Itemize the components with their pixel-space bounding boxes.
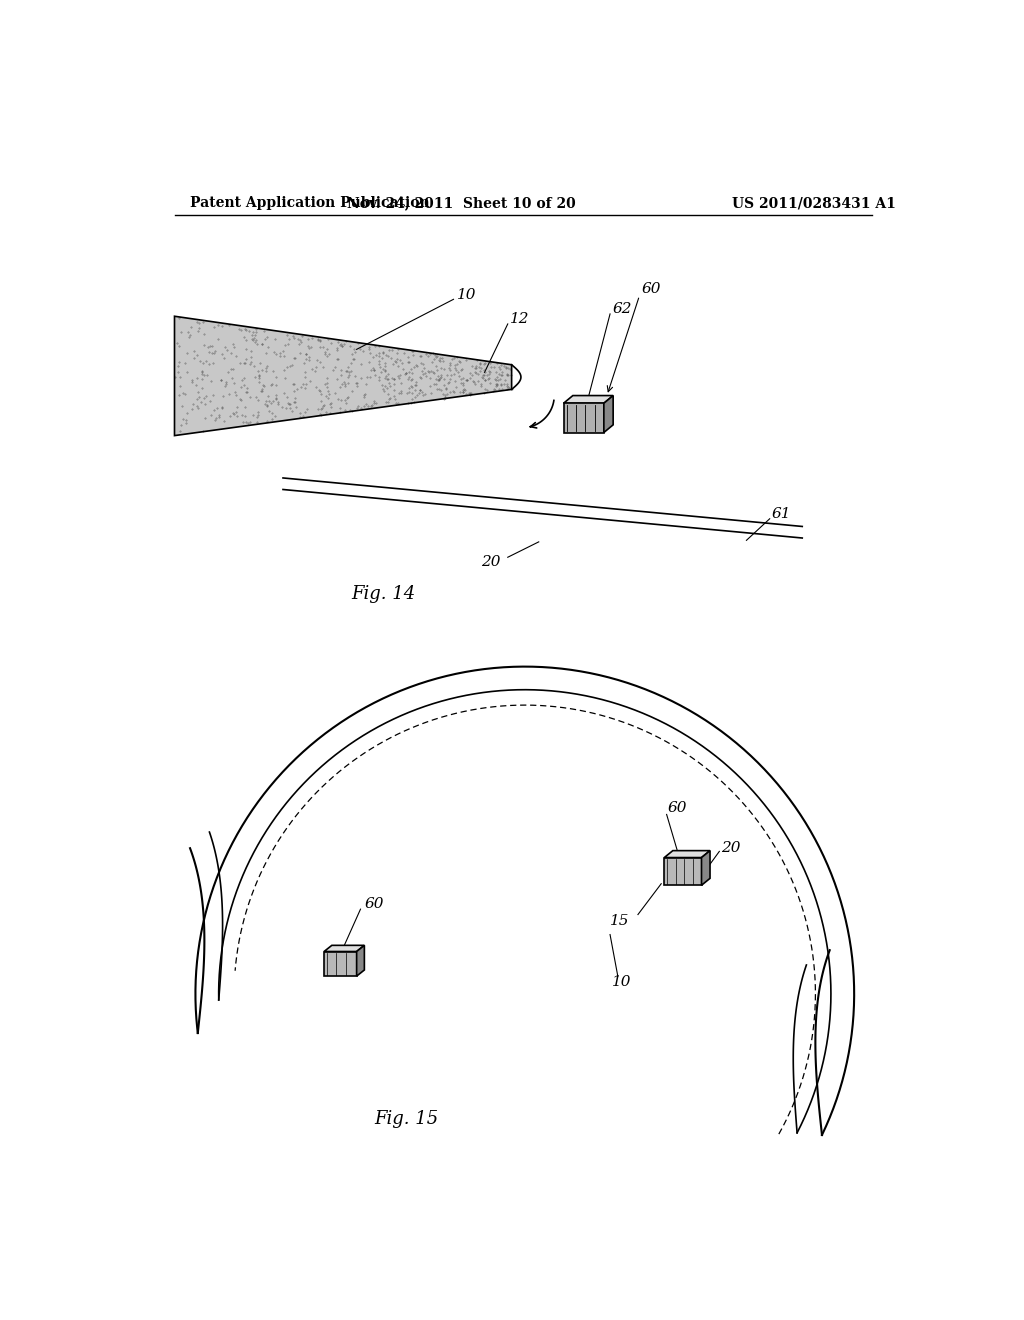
- Polygon shape: [665, 858, 701, 886]
- Text: US 2011/0283431 A1: US 2011/0283431 A1: [732, 197, 896, 210]
- Text: 60: 60: [668, 801, 687, 816]
- Text: 10: 10: [612, 975, 632, 989]
- Polygon shape: [604, 396, 613, 433]
- Text: Patent Application Publication: Patent Application Publication: [190, 197, 430, 210]
- Text: 61: 61: [771, 507, 791, 521]
- Polygon shape: [174, 317, 512, 436]
- Text: Fig. 15: Fig. 15: [375, 1110, 438, 1129]
- Polygon shape: [563, 404, 604, 433]
- Text: 62: 62: [612, 301, 632, 315]
- Polygon shape: [356, 945, 365, 977]
- Polygon shape: [324, 945, 365, 952]
- Text: 15: 15: [610, 913, 630, 928]
- Text: 60: 60: [642, 282, 662, 296]
- Text: 12: 12: [510, 312, 529, 326]
- Text: 10: 10: [458, 288, 477, 302]
- Text: 60: 60: [365, 896, 384, 911]
- Text: 20: 20: [481, 554, 501, 569]
- Text: Nov. 24, 2011  Sheet 10 of 20: Nov. 24, 2011 Sheet 10 of 20: [347, 197, 575, 210]
- Text: Fig. 14: Fig. 14: [351, 585, 416, 603]
- Polygon shape: [665, 850, 710, 858]
- Polygon shape: [324, 952, 356, 977]
- Text: 20: 20: [721, 841, 740, 854]
- Polygon shape: [701, 850, 710, 886]
- Polygon shape: [563, 396, 613, 404]
